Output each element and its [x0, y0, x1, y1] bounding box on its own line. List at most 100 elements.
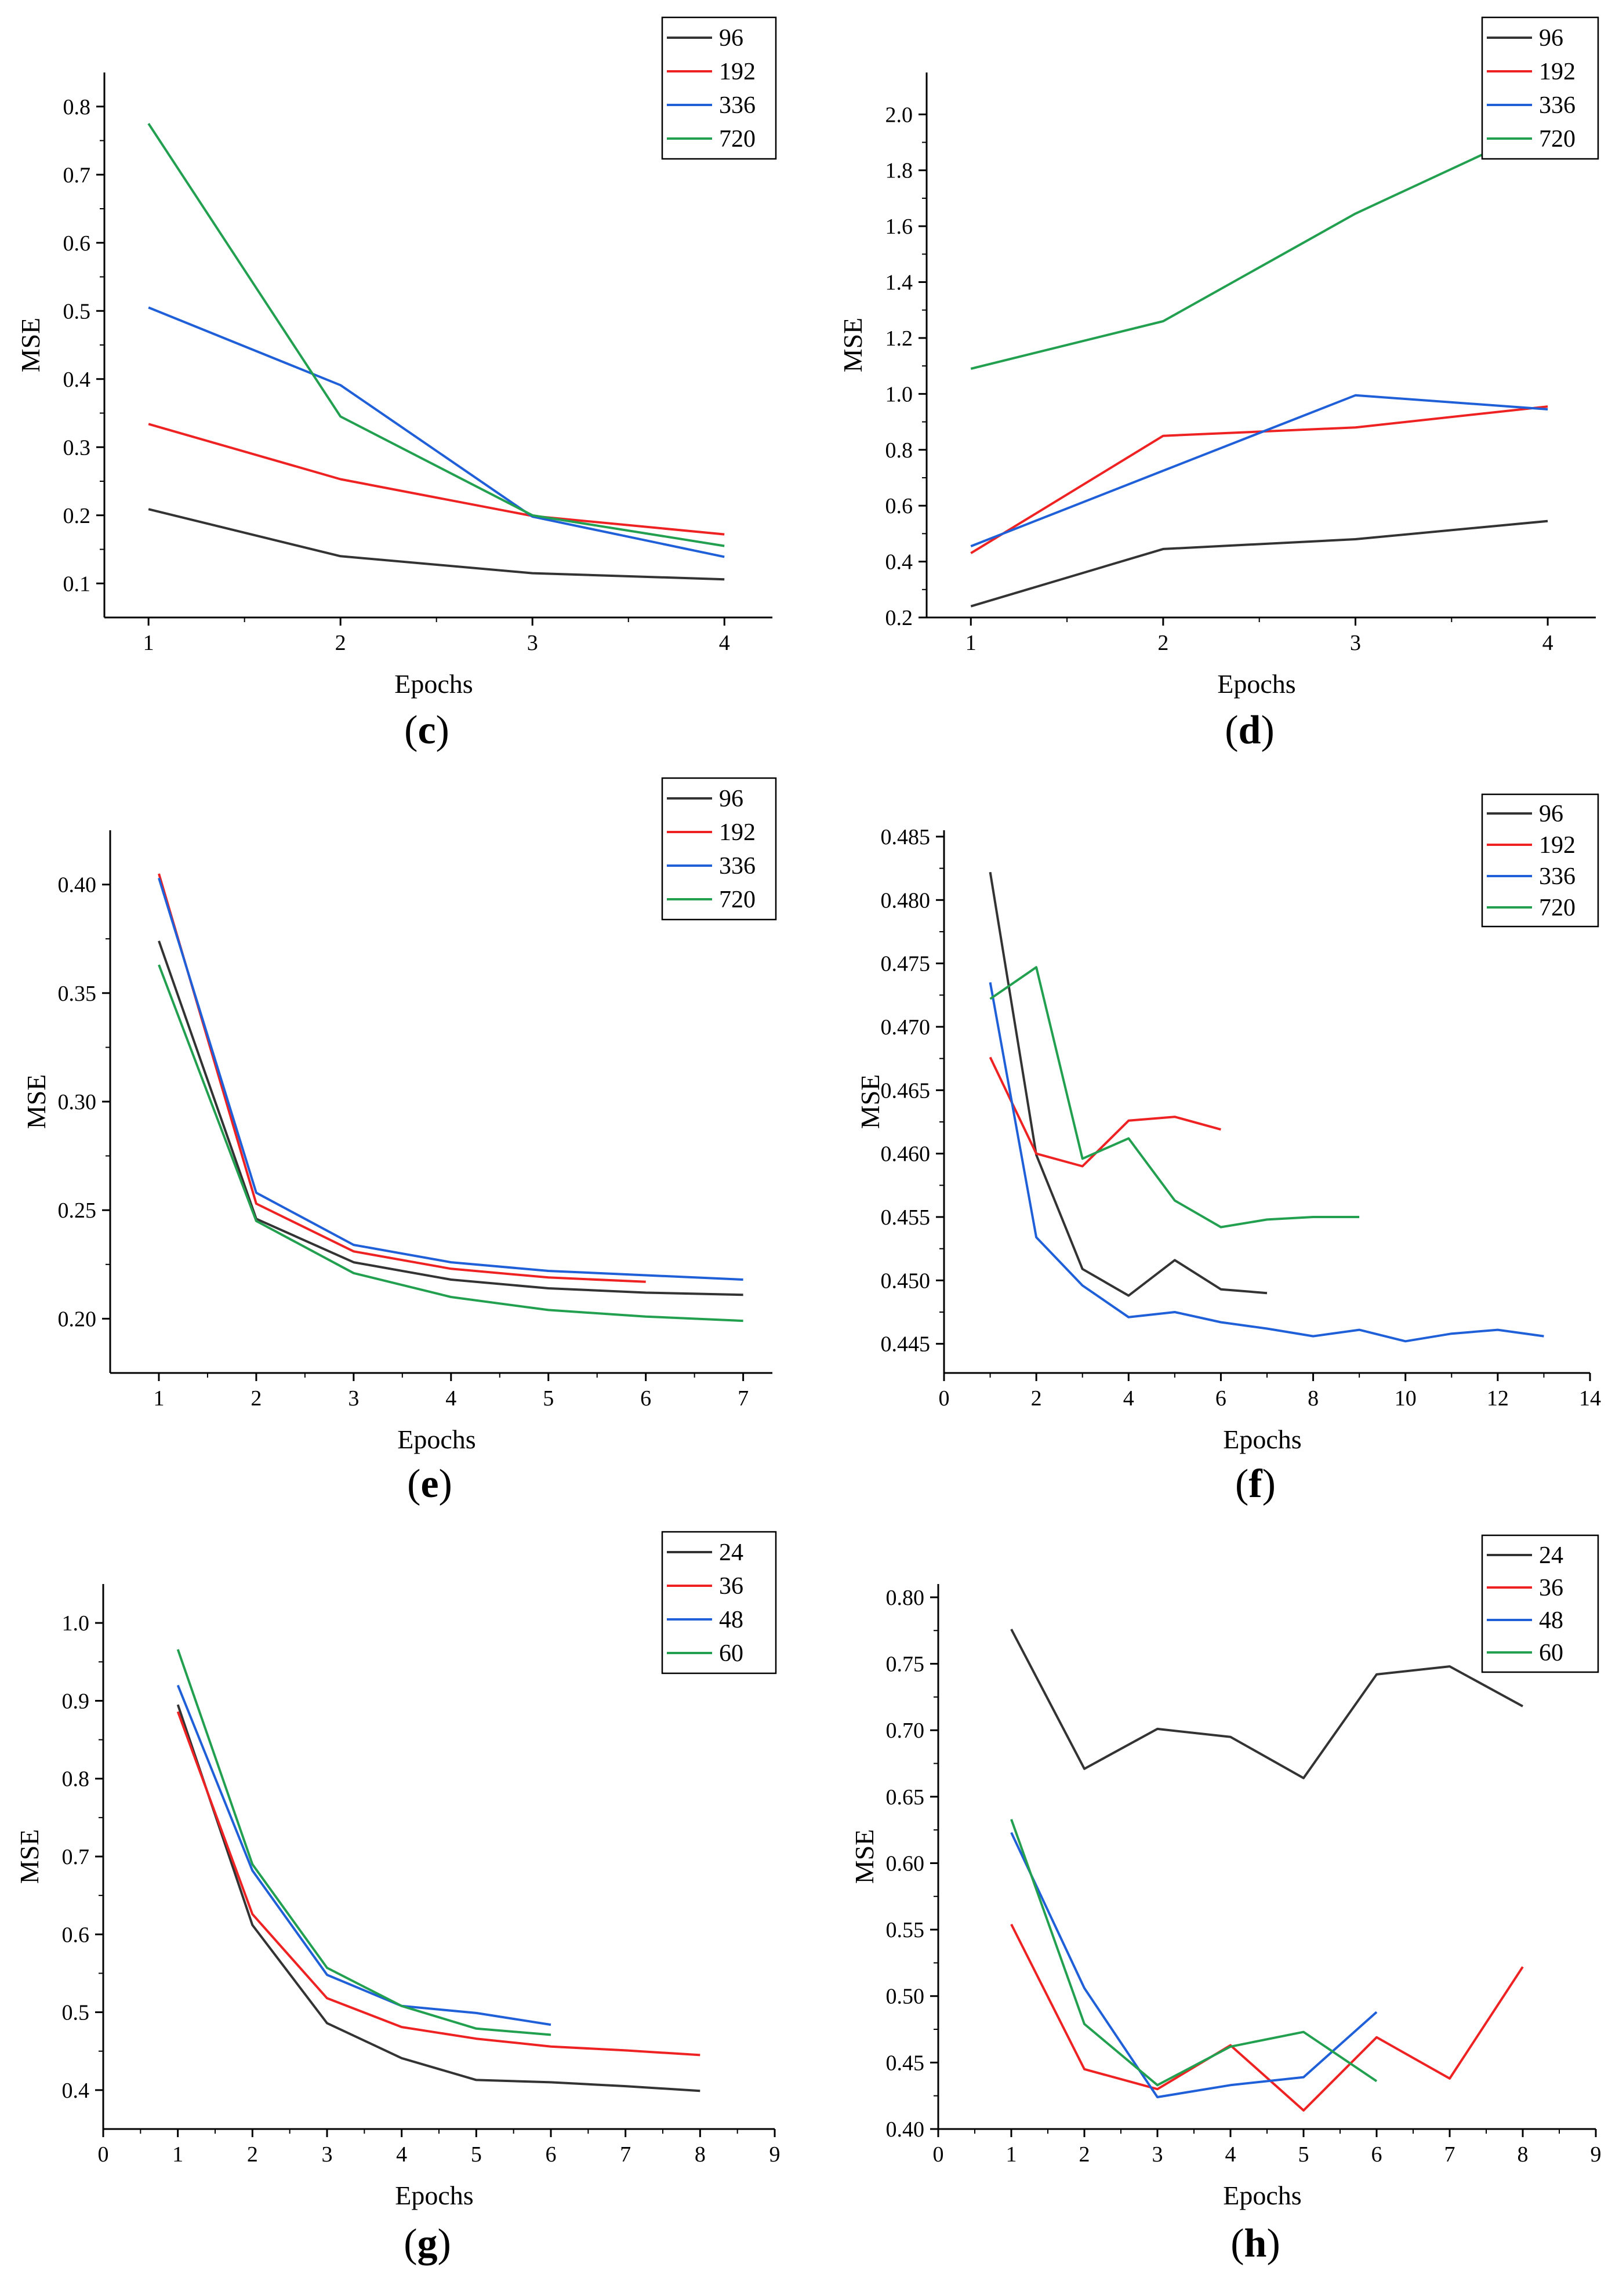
x-tick-label: 5 [543, 1386, 554, 1411]
y-tick-label: 0.6 [63, 231, 91, 256]
series-line-96 [970, 519, 1548, 608]
x-axis-title: Epochs [397, 1425, 475, 1454]
series-line-96 [158, 940, 743, 1296]
legend-box [661, 1531, 777, 1674]
series-line-96 [989, 871, 1268, 1297]
panel-caption-c: (c) [404, 708, 449, 753]
y-tick-label: 0.455 [881, 1205, 931, 1230]
y-tick-label: 0.465 [881, 1078, 931, 1103]
x-tick-label: 3 [348, 1386, 359, 1411]
legend-label-96: 96 [1539, 25, 1563, 52]
panel-caption-close-paren: ) [439, 1462, 452, 1506]
x-tick-label: 2 [1157, 631, 1168, 655]
x-tick-label: 7 [1444, 2142, 1455, 2167]
x-tick-label: 0 [933, 2142, 944, 2167]
y-tick-label: 0.20 [58, 1307, 97, 1331]
y-tick-label: 1.0 [62, 1611, 90, 1636]
panel-caption-letter: h [1244, 2221, 1267, 2266]
legend-label-720: 720 [1539, 126, 1576, 152]
legend-label-336: 336 [719, 92, 756, 119]
panel-caption-letter: f [1248, 1462, 1262, 1506]
x-tick-label: 7 [620, 2142, 631, 2167]
x-tick-label: 4 [719, 631, 730, 655]
y-tick-label: 0.4 [885, 550, 913, 575]
chart-panel-e: 0.20 0.25 0.30 0.35 0.40 1 2 3 4 5 6 7 Epochs MSE 96 19… [21, 777, 777, 1506]
x-tick-label: 12 [1487, 1386, 1509, 1411]
panel-caption-close-paren: ) [436, 708, 449, 753]
series-line-60 [1010, 1819, 1378, 2087]
y-tick-label: 0.5 [62, 2001, 90, 2025]
legend-box [661, 777, 777, 921]
series-line-336 [989, 982, 1544, 1343]
series-line-24 [1010, 1629, 1523, 1779]
legend-label-720: 720 [719, 126, 756, 152]
y-tick-label: 1.2 [885, 326, 913, 351]
panel-caption-open-paren: ( [407, 1462, 420, 1506]
panel-caption-close-paren: ) [1266, 2221, 1280, 2266]
series-line-96 [148, 508, 725, 581]
x-tick-label: 1 [153, 1386, 164, 1411]
y-tick-label: 0.55 [886, 1918, 925, 1942]
panel-caption-letter: d [1239, 708, 1261, 753]
panel-caption-f: (f) [1235, 1462, 1276, 1506]
chart-panel-g: 0.4 0.5 0.6 0.7 0.8 0.9 1.0 0 1 2 3 4 5 6 7 8 9 Epochs MSE… [14, 1531, 781, 2266]
legend-label-96: 96 [719, 786, 743, 812]
x-tick-label: 2 [251, 1386, 262, 1411]
y-axis-title: MSE [14, 1829, 44, 1884]
legend-label-36: 36 [1539, 1575, 1563, 1601]
x-tick-label: 5 [1298, 2142, 1309, 2167]
y-tick-label: 0.480 [881, 888, 931, 913]
legend-label-24: 24 [1539, 1542, 1563, 1569]
legend-label-720: 720 [1539, 895, 1576, 921]
x-tick-label: 9 [769, 2142, 781, 2167]
y-tick-label: 0.4 [62, 2079, 90, 2103]
x-tick-label: 5 [471, 2142, 482, 2167]
y-tick-label: 0.75 [886, 1652, 925, 1677]
series-line-336 [158, 877, 743, 1281]
x-axis-title: Epochs [395, 2181, 473, 2210]
y-axis-title: MSE [16, 318, 45, 373]
x-tick-label: 4 [445, 1386, 456, 1411]
legend-box [661, 16, 777, 160]
series-line-720 [989, 966, 1360, 1229]
y-tick-label: 0.40 [58, 873, 97, 898]
series-line-720 [970, 123, 1548, 370]
y-tick-label: 0.450 [881, 1269, 931, 1293]
series-line-192 [970, 405, 1548, 554]
y-tick-label: 0.6 [62, 1923, 90, 1947]
y-tick-label: 0.4 [63, 368, 91, 392]
chart-panel-h: 0.40 0.45 0.50 0.55 0.60 0.65 0.70 0.75 0.80 0 1 2 3… [850, 1534, 1602, 2266]
legend-label-192: 192 [1539, 832, 1576, 859]
x-tick-label: 8 [1308, 1386, 1319, 1411]
y-tick-label: 0.65 [886, 1785, 925, 1810]
x-tick-label: 10 [1395, 1386, 1417, 1411]
x-tick-label: 7 [738, 1386, 749, 1411]
y-tick-label: 0.445 [881, 1332, 931, 1357]
x-axis-title: Epochs [394, 669, 473, 699]
legend-label-192: 192 [719, 819, 756, 846]
legend-label-96: 96 [1539, 801, 1563, 827]
x-tick-label: 2 [247, 2142, 258, 2167]
series-line-24 [176, 1704, 700, 2092]
x-tick-label: 1 [965, 631, 977, 655]
x-tick-label: 4 [1542, 631, 1553, 655]
legend-box [1481, 793, 1599, 928]
x-tick-label: 9 [1591, 2142, 1602, 2167]
x-tick-label: 1 [172, 2142, 183, 2167]
panel-caption-letter: e [420, 1462, 438, 1506]
panel-caption-letter: g [418, 2221, 438, 2266]
y-axis-title: MSE [21, 1074, 51, 1129]
y-tick-label: 0.7 [62, 1845, 90, 1869]
y-tick-label: 0.3 [63, 435, 91, 460]
y-tick-label: 0.8 [885, 438, 913, 463]
legend-label-192: 192 [1539, 59, 1576, 85]
series-line-336 [970, 394, 1548, 547]
panel-caption-e: (e) [407, 1462, 452, 1506]
series-line-192 [148, 423, 725, 536]
panel-caption-d: (d) [1225, 708, 1275, 753]
y-tick-label: 1.0 [885, 382, 913, 406]
panel-caption-open-paren: ( [404, 708, 418, 753]
series-line-36 [176, 1711, 700, 2057]
y-tick-label: 0.25 [58, 1198, 97, 1223]
